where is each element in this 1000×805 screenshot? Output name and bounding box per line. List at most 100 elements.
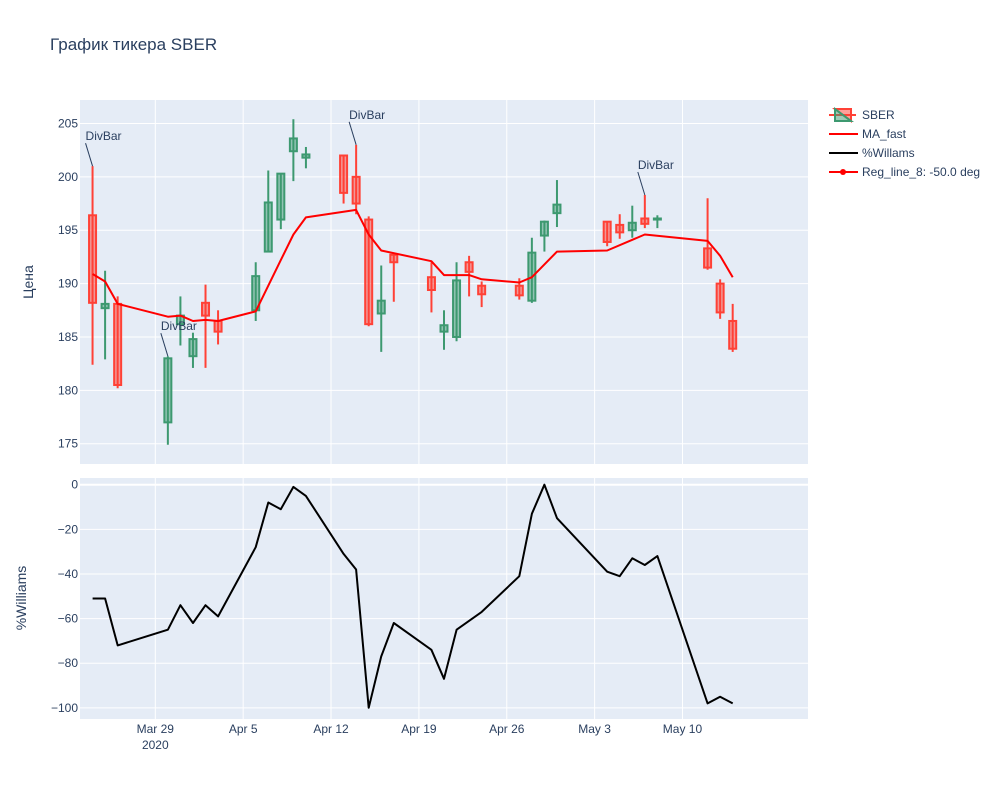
candle-body xyxy=(703,247,713,269)
x-tick-sublabel: 2020 xyxy=(142,738,169,752)
candle-body xyxy=(602,220,612,243)
y-tick-label: 205 xyxy=(58,116,78,130)
candle-body xyxy=(339,154,349,194)
red-line-marker-icon xyxy=(829,169,858,175)
candle xyxy=(477,281,487,308)
candle-body xyxy=(188,338,198,358)
candle xyxy=(552,180,562,228)
candle xyxy=(188,332,198,368)
candle-body xyxy=(263,201,273,253)
annotation-label: DivBar xyxy=(86,129,122,143)
candle-body xyxy=(464,261,474,273)
candle xyxy=(539,220,549,252)
williams-axis-title: %Williams xyxy=(13,566,29,631)
price-y-ticks: 175 180 185 190 195 200 205 xyxy=(58,116,78,450)
annotation-arrow xyxy=(85,143,94,167)
x-tick-label: Apr 12 xyxy=(313,722,349,736)
ma-fast-line xyxy=(92,208,734,322)
candle-body xyxy=(552,203,562,215)
x-tick-label: Apr 26 xyxy=(489,722,525,736)
candle xyxy=(652,215,662,229)
annotations: DivBar DivBar DivBar DivBar xyxy=(85,108,674,357)
legend-item-reg-line[interactable]: Reg_line_8: -50.0 deg xyxy=(829,165,980,179)
candle-body xyxy=(477,284,487,296)
annotation-arrow xyxy=(637,171,646,196)
candle-body xyxy=(439,324,449,333)
legend-label: Reg_line_8: -50.0 deg xyxy=(862,165,980,179)
candle-body xyxy=(276,172,286,221)
x-tick-label: Apr 5 xyxy=(229,722,258,736)
candle-body xyxy=(627,221,637,232)
y-tick-label: −60 xyxy=(58,612,79,626)
candle xyxy=(627,205,637,238)
candle-body xyxy=(640,217,650,225)
x-tick-label: Apr 19 xyxy=(401,722,437,736)
candle-body xyxy=(728,319,738,350)
candle-body xyxy=(201,301,211,317)
williams-line xyxy=(92,483,734,709)
candle xyxy=(715,279,725,319)
candle xyxy=(376,265,386,352)
price-axis-title: Цена xyxy=(20,265,36,299)
candle xyxy=(288,119,298,182)
y-tick-label: 180 xyxy=(58,383,78,397)
annotation-arrow xyxy=(348,121,357,145)
candle-body xyxy=(113,302,123,387)
candle xyxy=(263,170,273,253)
williams-series xyxy=(92,483,734,709)
candle xyxy=(100,270,110,360)
chart-title: График тикера SBER xyxy=(50,35,217,54)
candle xyxy=(276,172,286,230)
annotation-label: DivBar xyxy=(161,319,197,333)
candle-body xyxy=(389,253,399,264)
candle-body xyxy=(351,175,361,205)
candle xyxy=(426,262,436,313)
y-tick-label: −100 xyxy=(51,701,78,715)
annotation-label: DivBar xyxy=(349,108,385,122)
price-plot-area xyxy=(80,100,808,464)
y-tick-label: 200 xyxy=(58,170,78,184)
annotation: DivBar xyxy=(348,108,385,145)
grid-lines xyxy=(80,100,808,719)
y-tick-label: 195 xyxy=(58,223,78,237)
annotation-label: DivBar xyxy=(638,158,674,172)
annotation: DivBar xyxy=(637,158,674,196)
candle xyxy=(640,195,650,229)
legend-label: SBER xyxy=(862,108,895,122)
legend-item-williams[interactable]: %Willams xyxy=(829,146,915,160)
y-tick-label: −40 xyxy=(58,567,79,581)
candle-body xyxy=(376,299,386,315)
candle xyxy=(439,310,449,350)
ma-fast-series xyxy=(92,208,734,322)
candle-body xyxy=(652,217,662,221)
candlestick-icon xyxy=(829,107,856,123)
candle-body xyxy=(426,276,436,292)
candle-body xyxy=(539,220,549,237)
candle xyxy=(339,154,349,204)
candle-body xyxy=(163,357,173,424)
annotation: DivBar xyxy=(160,319,197,357)
candle-body xyxy=(301,153,311,159)
candle xyxy=(602,220,612,247)
candle-body xyxy=(288,137,298,153)
candle xyxy=(163,356,173,445)
y-tick-label: −20 xyxy=(58,522,79,536)
candle-body xyxy=(100,302,110,310)
y-tick-label: 0 xyxy=(71,478,78,492)
candle-body xyxy=(615,223,625,234)
annotation: DivBar xyxy=(85,129,122,167)
legend: SBER MA_fast %Willams Reg_line_8: -50.0 … xyxy=(829,107,980,179)
y-tick-label: 185 xyxy=(58,330,78,344)
candle-body xyxy=(88,214,98,304)
y-tick-label: −80 xyxy=(58,656,79,670)
x-tick-label: May 3 xyxy=(578,722,611,736)
x-tick-label: May 10 xyxy=(663,722,703,736)
legend-item-sber[interactable]: SBER xyxy=(829,107,895,123)
candle xyxy=(351,144,361,215)
legend-item-ma-fast[interactable]: MA_fast xyxy=(829,127,907,141)
candle-body xyxy=(364,218,374,326)
candle xyxy=(615,214,625,239)
candle xyxy=(301,146,311,169)
